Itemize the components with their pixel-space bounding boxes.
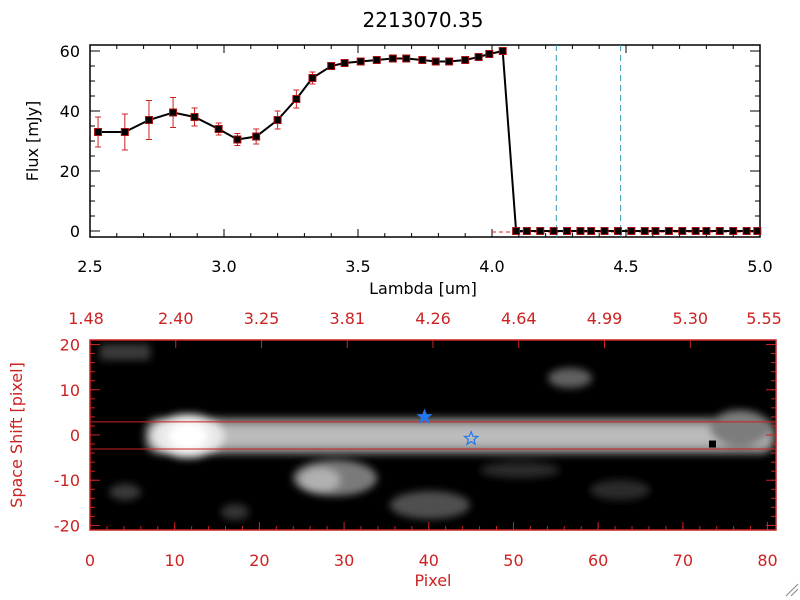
data-point: [431, 57, 440, 66]
data-point: [600, 227, 609, 235]
data-point: [292, 95, 301, 103]
wavelength-tick-label: 5.30: [672, 309, 708, 328]
data-point: [536, 227, 545, 235]
data-point: [678, 227, 687, 235]
data-point: [308, 74, 317, 82]
data-point: [587, 227, 596, 235]
resize-grip-icon[interactable]: [785, 583, 799, 597]
data-point: [273, 116, 282, 124]
data-point: [214, 125, 223, 133]
data-point: [233, 135, 242, 144]
image-overlays: [90, 408, 776, 450]
spectrum-y-ticks: [90, 50, 760, 232]
data-point: [252, 132, 261, 141]
pixel-tick-label: 40: [419, 551, 439, 570]
y-tick-label: 20: [60, 162, 80, 181]
image-y-label: Space Shift [pixel]: [7, 362, 26, 508]
shift-tick-label: -10: [54, 471, 80, 490]
source-square-marker: [708, 440, 716, 448]
shift-tick-label: 0: [70, 426, 80, 445]
wavelength-tick-label: 5.55: [746, 309, 782, 328]
data-point: [356, 57, 365, 66]
x-tick-label: 4.0: [479, 257, 504, 276]
spectrum-y-label: Flux [mJy]: [23, 101, 42, 182]
data-point: [474, 53, 483, 61]
data-point: [190, 113, 199, 121]
data-point: [522, 227, 531, 235]
x-tick-label: 3.5: [345, 257, 370, 276]
wavelength-tick-label: 3.25: [244, 309, 280, 328]
y-tick-label: 0: [70, 222, 80, 241]
pixel-tick-label: 10: [165, 551, 185, 570]
flux-line: [98, 49, 758, 232]
spectrum-x-label: Lambda [um]: [369, 279, 477, 298]
data-point: [549, 227, 558, 235]
shift-tick-label: -20: [54, 516, 80, 535]
data-point: [729, 227, 738, 235]
data-point: [613, 227, 622, 235]
spectral-image: [90, 340, 776, 530]
x-tick-label: 5.0: [747, 257, 772, 276]
spectrum-frame: [89, 44, 761, 238]
spectrum-title: 2213070.35: [363, 8, 484, 32]
spectrum-panel: 2213070.35 2.5 3.0 3.5 4.0 4.5 5.0 0 20 …: [23, 8, 773, 298]
image-ticks: [89, 340, 777, 530]
wavelength-tick-label: 2.40: [158, 309, 194, 328]
x-tick-label: 4.5: [613, 257, 638, 276]
pixel-tick-label: 70: [673, 551, 693, 570]
pixel-tick-label: 50: [503, 551, 523, 570]
data-point: [418, 56, 427, 64]
data-point: [627, 227, 636, 235]
filled-star-marker: [416, 408, 433, 424]
spectrum-data: [94, 45, 762, 237]
data-point: [388, 54, 397, 63]
wavelength-tick-label: 4.26: [415, 309, 451, 328]
data-point: [485, 50, 494, 58]
spectrum-x-ticks: [89, 45, 761, 237]
data-point: [702, 227, 711, 235]
data-point: [742, 227, 751, 235]
data-point: [664, 227, 673, 235]
data-point: [340, 59, 349, 67]
data-point: [640, 227, 649, 235]
y-tick-label: 40: [60, 102, 80, 121]
data-point: [563, 227, 572, 235]
data-point: [144, 116, 153, 124]
data-point: [120, 128, 129, 136]
pixel-tick-label: 30: [334, 551, 354, 570]
data-point: [715, 227, 724, 235]
wavelength-tick-label: 4.64: [501, 309, 537, 328]
shift-tick-label: 20: [60, 336, 80, 355]
data-point: [753, 227, 762, 235]
pixel-tick-label: 0: [85, 551, 95, 570]
y-tick-label: 60: [60, 42, 80, 61]
data-point: [94, 128, 103, 136]
data-point: [576, 227, 585, 235]
pixel-tick-label: 80: [757, 551, 777, 570]
pixel-tick-label: 60: [588, 551, 608, 570]
data-point: [651, 227, 660, 235]
data-point: [402, 54, 411, 63]
x-tick-label: 2.5: [77, 257, 102, 276]
image-x-label: Pixel: [414, 571, 451, 590]
wavelength-tick-label: 4.99: [587, 309, 623, 328]
pixel-tick-label: 20: [249, 551, 269, 570]
image-panel: 0 10 20 30 40 50 60 70 80 1.48 2.40 3.25…: [7, 309, 782, 590]
data-point: [327, 62, 336, 70]
data-point: [445, 57, 454, 66]
wavelength-tick-label: 1.48: [68, 309, 104, 328]
data-point: [461, 56, 470, 64]
data-point: [498, 47, 507, 55]
shift-tick-label: 10: [60, 381, 80, 400]
x-tick-label: 3.0: [211, 257, 236, 276]
open-star-marker: [462, 429, 480, 446]
data-point: [372, 56, 381, 64]
data-point: [512, 227, 521, 235]
data-point: [169, 108, 178, 117]
wavelength-tick-label: 3.81: [329, 309, 365, 328]
data-point: [691, 227, 700, 235]
